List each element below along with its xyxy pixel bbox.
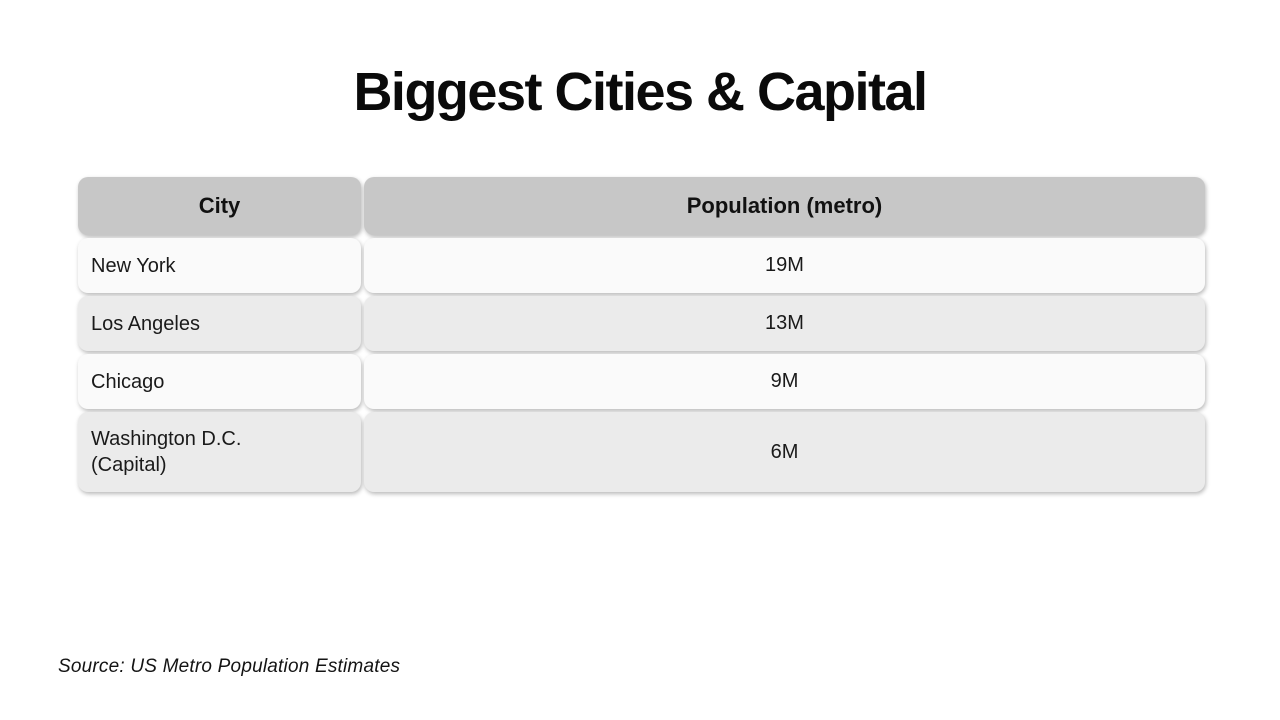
city-cell: New York [78,238,361,293]
population-cell: 9M [364,354,1205,409]
population-cell: 13M [364,296,1205,351]
table-row: New York 19M [78,238,1205,293]
city-cell: Chicago [78,354,361,409]
population-cell: 6M [364,412,1205,492]
city-cell: Washington D.C. (Capital) [78,412,361,492]
table-row: Washington D.C. (Capital) 6M [78,412,1205,492]
table-header-row: City Population (metro) [78,177,1205,235]
table-row: Los Angeles 13M [78,296,1205,351]
page-title: Biggest Cities & Capital [353,62,928,122]
column-header-city: City [78,177,361,235]
population-cell: 19M [364,238,1205,293]
source-note: Source: US Metro Population Estimates [58,656,401,677]
city-cell: Los Angeles [78,296,361,351]
cities-table: City Population (metro) New York 19M Los… [75,174,1208,495]
column-header-population: Population (metro) [364,177,1205,235]
table-row: Chicago 9M [78,354,1205,409]
